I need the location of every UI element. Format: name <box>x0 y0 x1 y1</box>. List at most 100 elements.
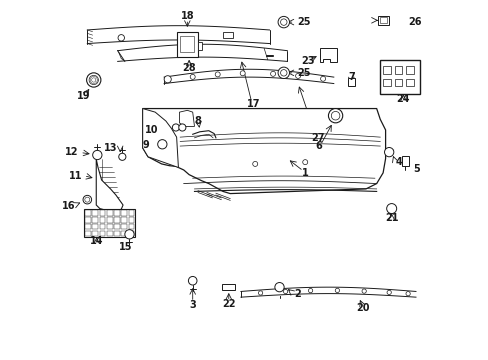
Circle shape <box>328 109 342 123</box>
Bar <box>394 78 402 86</box>
Circle shape <box>164 76 171 83</box>
Bar <box>394 66 402 73</box>
Bar <box>180 36 194 52</box>
Polygon shape <box>96 159 123 211</box>
Text: 21: 21 <box>384 213 398 223</box>
Polygon shape <box>319 48 337 62</box>
Polygon shape <box>142 109 385 194</box>
Bar <box>128 231 134 237</box>
Text: 6: 6 <box>315 141 322 152</box>
Bar <box>100 231 105 237</box>
Circle shape <box>280 19 286 25</box>
Circle shape <box>157 140 166 149</box>
Circle shape <box>270 71 275 76</box>
Bar <box>401 157 408 166</box>
Circle shape <box>84 197 90 202</box>
Circle shape <box>86 73 101 87</box>
Text: 23: 23 <box>301 57 314 66</box>
Text: 10: 10 <box>144 125 158 135</box>
Polygon shape <box>179 111 194 126</box>
Text: 26: 26 <box>407 17 421 27</box>
Circle shape <box>124 230 134 239</box>
Circle shape <box>386 290 390 294</box>
Text: 8: 8 <box>194 116 201 126</box>
Bar <box>84 209 135 237</box>
Circle shape <box>89 75 98 85</box>
Text: 22: 22 <box>222 298 235 309</box>
Text: 19: 19 <box>77 91 90 101</box>
Bar <box>121 217 127 222</box>
Circle shape <box>278 17 289 28</box>
Bar <box>405 78 413 86</box>
Text: 3: 3 <box>189 300 196 310</box>
Bar <box>114 224 120 229</box>
Bar <box>176 32 198 57</box>
Circle shape <box>274 283 284 292</box>
Text: 27: 27 <box>310 133 324 143</box>
Circle shape <box>190 75 195 79</box>
Bar <box>107 217 113 222</box>
Text: 7: 7 <box>347 72 354 82</box>
Text: 14: 14 <box>90 236 103 246</box>
Bar <box>100 224 105 229</box>
Circle shape <box>384 148 393 157</box>
Bar <box>85 231 91 237</box>
Circle shape <box>280 69 286 76</box>
Circle shape <box>331 111 339 120</box>
Text: 18: 18 <box>180 12 194 21</box>
Text: 5: 5 <box>412 164 419 174</box>
Text: 24: 24 <box>396 94 409 104</box>
Bar <box>379 60 419 94</box>
Text: 17: 17 <box>246 99 260 109</box>
Bar <box>92 231 98 237</box>
Bar <box>198 42 201 50</box>
Bar <box>85 224 91 229</box>
Bar <box>121 231 127 237</box>
Bar <box>222 284 235 290</box>
Text: 11: 11 <box>68 171 82 181</box>
Bar <box>121 224 127 229</box>
Bar <box>380 18 386 23</box>
Text: 16: 16 <box>61 201 75 211</box>
Circle shape <box>386 203 396 213</box>
Circle shape <box>335 288 339 293</box>
Circle shape <box>308 288 312 293</box>
Circle shape <box>302 159 307 165</box>
Text: 12: 12 <box>65 147 78 157</box>
Text: 28: 28 <box>182 63 196 73</box>
Bar <box>347 78 354 86</box>
Bar <box>378 16 388 24</box>
Circle shape <box>172 124 179 131</box>
Circle shape <box>252 161 257 166</box>
Bar <box>85 217 91 222</box>
Text: 25: 25 <box>297 17 310 27</box>
Text: 20: 20 <box>356 302 369 312</box>
Bar <box>92 224 98 229</box>
Polygon shape <box>142 109 178 167</box>
Bar <box>114 210 120 216</box>
Bar <box>100 217 105 222</box>
Circle shape <box>283 289 287 294</box>
Bar <box>107 231 113 237</box>
Circle shape <box>320 76 325 81</box>
Circle shape <box>215 72 220 77</box>
Text: 13: 13 <box>104 143 118 153</box>
Circle shape <box>83 195 91 204</box>
Circle shape <box>188 276 197 285</box>
Circle shape <box>405 292 409 296</box>
Circle shape <box>119 153 125 160</box>
Text: 4: 4 <box>394 157 401 167</box>
Bar <box>114 231 120 237</box>
Bar <box>92 217 98 222</box>
Bar <box>121 210 127 216</box>
Bar <box>107 210 113 216</box>
Bar <box>128 217 134 222</box>
Bar <box>114 217 120 222</box>
Circle shape <box>118 35 124 41</box>
Bar <box>382 78 390 86</box>
Text: 15: 15 <box>119 242 132 252</box>
Circle shape <box>179 124 185 131</box>
Circle shape <box>93 150 102 159</box>
Text: 2: 2 <box>294 289 301 299</box>
Bar <box>382 66 390 73</box>
